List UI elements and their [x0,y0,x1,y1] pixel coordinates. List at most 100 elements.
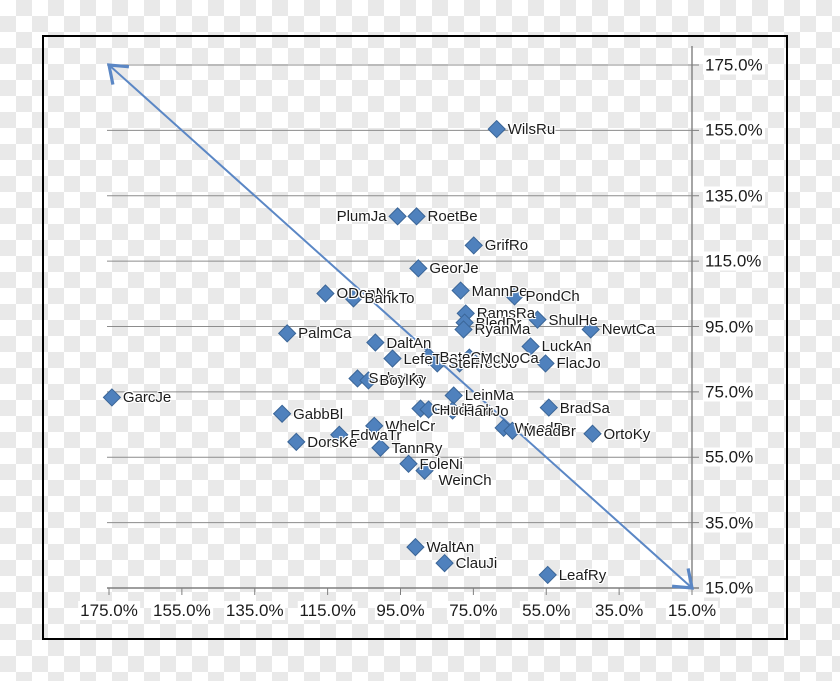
point-label-tannry: TannRy [391,439,443,457]
point-label-leinma: LeinMa [464,387,514,405]
point-label-newtca: NewtCa [601,321,656,339]
point-marker-weinch [415,461,434,480]
point-label-weinch: WeinCh [438,471,492,489]
x-axis-tick-label: 135.0% [223,601,286,620]
point-marker-bankto [344,289,363,308]
point-marker-plumja [388,207,407,226]
x-axis-tick-label: 55.0% [520,601,573,620]
point-marker-georje [409,259,428,278]
point-marker-daltan [366,333,385,352]
point-label-pondch: PondCh [525,288,580,306]
point-label-waltan: WaltAn [426,539,475,557]
point-marker-saboma [348,369,367,388]
point-label-batech: BateCh [439,348,490,366]
point-label-garcje: GarcJe [122,389,172,407]
point-marker-pondch [505,287,524,306]
point-label-lefeto: LefeTo [403,350,449,368]
point-marker-wilsru [487,119,506,139]
point-marker-hudsch [419,400,438,419]
point-label-weedbr: WeedBr [514,419,569,437]
y-axis-tick-label: 115.0% [703,251,764,271]
point-label-stefmi: StefMi [448,355,491,373]
x-axis-tick-label: 75.0% [447,601,500,620]
point-label-gabbbl: GabbBl [293,405,344,423]
point-marker-edwatr [330,425,349,444]
scatter-chart-frame [42,35,788,640]
point-label-roetbe: RoetBe [427,208,478,226]
point-marker-mannpe [451,281,470,300]
point-marker-roetbe [407,207,426,226]
point-label-flacjo: FlacJo [556,355,601,373]
point-label-saboma: SaboMa [368,370,425,388]
point-marker-harrjo [443,401,462,420]
point-label-dorske: DorsKe [307,433,358,451]
y-axis-tick-label: 55.0% [703,447,756,467]
y-axis-tick-label: 75.0% [703,382,756,402]
y-axis-tick-label: 175.0% [703,55,765,75]
point-marker-ortoky [583,424,602,443]
point-marker-waltan [406,537,425,557]
point-label-bleddr: BledDr [475,314,522,332]
point-label-meadbr: MeadBr [523,422,576,440]
point-label-bradsa: BradSa [559,399,610,417]
x-axis-tick-label: 115.0% [297,601,358,620]
point-label-ryanma: RyanMa [474,321,531,339]
point-marker-gabbbl [272,404,292,423]
point-label-georje: GeorJe [429,260,479,278]
point-label-mcnoca: McNoCa [480,349,539,367]
y-axis-tick-label: 35.0% [703,513,756,533]
x-axis-tick-label: 35.0% [593,601,646,620]
y-axis-tick-label: 155.0% [703,120,765,140]
point-marker-leafry [538,565,557,585]
point-marker-newtca [581,320,600,339]
point-marker-stefmi [428,354,447,373]
point-marker-batech [419,347,438,366]
point-marker-grifro [464,236,483,255]
x-axis-tick-label: 95.0% [374,601,427,620]
point-label-ramsra: RamsRa [476,305,536,323]
y-axis-tick-label: 95.0% [703,317,756,336]
point-label-bankto: BankTo [364,290,415,308]
point-marker-flacjo [536,354,555,373]
point-label-luckan: LuckAn [541,338,592,356]
point-marker-meadbr [503,421,522,440]
point-label-whelcr: WhelCr [385,417,436,435]
point-marker-lefeto [383,349,402,368]
point-marker-mcnoca [460,348,479,367]
point-marker-luckan [521,337,540,356]
point-label-foleni: FoleNi [419,455,463,473]
y-axis-tick-label: 15.0% [703,578,756,598]
point-label-hudsch: HudsCh [439,401,494,419]
point-label-grifro: GrifRo [484,237,529,255]
point-label-boylky: BoylKy [379,372,427,390]
point-marker-odonne [316,284,335,303]
point-label-palmca: PalmCa [298,325,352,343]
point-label-edwatr: EdwaTr [350,426,402,444]
x-axis-tick-label: 15.0% [665,601,719,620]
y-axis-tick-label: 135.0% [703,186,765,206]
point-marker-tannry [371,438,390,457]
point-marker-bradsa [539,398,559,417]
point-marker-clauji [435,553,454,573]
point-marker-palmca [277,324,297,343]
x-axis-tick-label: 155.0% [151,601,213,620]
x-axis-tick-label: 175.0% [78,601,140,620]
point-marker-foleni [399,454,418,473]
point-label-wilsru: WilsRu [507,121,556,139]
point-label-mannpe: MannPe [471,282,528,300]
point-label-shulhe: ShulHe [548,311,598,329]
point-marker-boylky [359,371,378,390]
point-label-leafry: LeafRy [558,566,607,584]
point-label-daltan: DaltAn [386,334,432,352]
point-label-ortoky: OrtoKy [603,425,651,443]
point-marker-dorske [287,432,306,452]
point-label-clauji: ClauJi [455,555,498,573]
point-label-freejo: FreeJo [470,355,518,373]
point-label-harrjo: HarrJo [463,402,509,420]
point-marker-whelcr [365,416,384,436]
identity-arrow-line [107,63,694,590]
point-marker-garcje [102,388,122,407]
point-label-gradbe: GradBe [431,400,484,418]
